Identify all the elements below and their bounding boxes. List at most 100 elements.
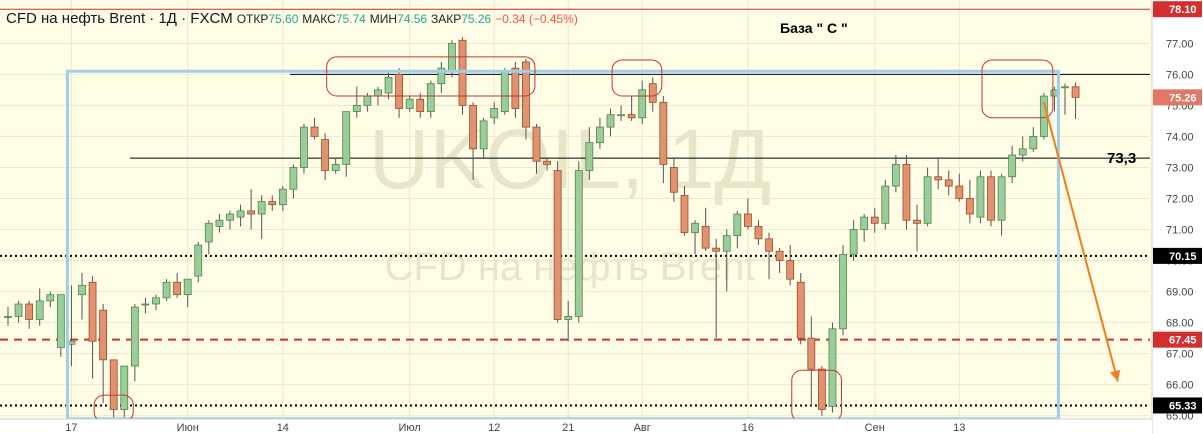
price-tag-bg — [1153, 331, 1202, 348]
candle-up — [289, 167, 298, 190]
candle-up — [596, 126, 604, 144]
time-axis[interactable]: 17 Июн 14 Июл 12 21 Авг 16 Сен 13 — [0, 418, 1152, 434]
price-axis[interactable]: 65.0066.0067.0068.0069.0070.0071.0072.00… — [1151, 0, 1203, 434]
candle-up — [278, 188, 287, 206]
candle-up — [120, 365, 129, 410]
time-tick-label: Июл — [398, 422, 420, 434]
candle-up — [4, 315, 12, 318]
candle-up — [1061, 86, 1069, 89]
candle-down — [247, 210, 256, 215]
price-tick-label: 68.00 — [1166, 318, 1194, 330]
highlight-ellipse — [611, 59, 663, 97]
candle-down — [416, 98, 425, 113]
time-tick-label: 13 — [953, 422, 965, 434]
open-value: 75.60 — [268, 12, 299, 26]
price-tick-label: 67.00 — [1166, 349, 1194, 361]
price-tick-label: 66.00 — [1166, 380, 1194, 392]
candle-up — [437, 67, 446, 85]
candle-up — [257, 201, 266, 215]
time-tick-label: Сен — [865, 422, 885, 434]
candle-up — [78, 284, 86, 296]
symbol-title[interactable]: CFD на нефть Brent · 1Д · FXCM — [6, 10, 233, 27]
candle-up — [691, 222, 699, 234]
candle-down — [543, 160, 551, 165]
candle-down — [744, 213, 752, 227]
candle-down — [680, 194, 689, 234]
candle-down — [109, 359, 118, 410]
candle-down — [670, 167, 678, 193]
price-tag: 67.45 — [1169, 335, 1197, 347]
low-label: МИН — [369, 12, 398, 26]
candle-up — [564, 315, 573, 320]
candle-up — [881, 185, 890, 224]
candle-down — [173, 281, 182, 296]
price-tag-bg — [1153, 247, 1202, 264]
time-tick-label: 16 — [742, 422, 754, 434]
price-tick-label: 76.00 — [1166, 69, 1194, 81]
candle-up — [891, 163, 900, 187]
price-tick-label: 74.00 — [1166, 131, 1194, 143]
candle-up — [574, 170, 583, 317]
candle-down — [395, 73, 403, 109]
candle-up — [860, 216, 869, 230]
price-tag: 78.10 — [1169, 4, 1197, 16]
level-label: 73,3 — [1107, 150, 1136, 167]
candle-down — [913, 219, 921, 224]
price-tick-label: 73.00 — [1166, 162, 1194, 174]
candle-up — [1039, 95, 1048, 137]
candle-down — [99, 309, 108, 361]
time-tick-label: 14 — [277, 422, 289, 434]
candle-down — [532, 126, 541, 162]
candle-up — [226, 213, 234, 221]
time-tick-label: 12 — [488, 422, 500, 434]
candle-up — [183, 278, 192, 296]
candle-up — [300, 126, 308, 168]
candle-up — [405, 98, 414, 109]
candle-down — [712, 247, 721, 252]
last-price-tag-bg — [1153, 89, 1202, 106]
watermark-name: CFD на нефть Brent — [384, 245, 755, 289]
price-tick-label: 69.00 — [1166, 287, 1194, 299]
candle-down — [902, 163, 911, 221]
candle-down — [765, 238, 773, 252]
candle-up — [1008, 154, 1017, 178]
candle-up — [500, 70, 509, 113]
time-tick-label: Авг — [634, 422, 651, 434]
price-axis-bg — [1152, 0, 1203, 434]
candle-up — [374, 89, 382, 97]
candle-down — [754, 226, 763, 240]
change-value: −0.34 (−0.45%) — [495, 12, 578, 26]
price-tag: 70.15 — [1169, 251, 1197, 263]
forecast-arrowhead — [1110, 369, 1121, 382]
candle-up — [35, 300, 44, 320]
symbol-header: CFD на нефть Brent · 1Д · FXCM ОТКР75.60… — [6, 10, 578, 27]
candle-up — [976, 176, 985, 218]
close-label: ЗАКР — [430, 12, 462, 26]
candle-down — [944, 179, 953, 187]
candles — [4, 37, 1080, 422]
candle-up — [194, 244, 203, 277]
candle-up — [162, 281, 171, 299]
price-tag-bg — [1153, 397, 1202, 414]
price-tag-bg — [1153, 1, 1202, 18]
candle-down — [775, 250, 784, 261]
candle-down — [511, 67, 520, 109]
candle-up — [363, 95, 372, 106]
candle-up — [1050, 89, 1059, 97]
candle-up — [606, 114, 615, 128]
highlight-ellipse — [326, 56, 536, 97]
time-tick-label: 21 — [562, 422, 574, 434]
drawings — [65, 56, 1121, 423]
candle-up — [849, 229, 858, 255]
candle-up — [479, 120, 488, 150]
candle-down — [648, 83, 657, 103]
time-tick-label: Июн — [177, 422, 199, 434]
candle-up — [638, 89, 647, 119]
candle-down — [310, 126, 319, 137]
candle-up — [617, 114, 625, 117]
candle-up — [384, 77, 393, 94]
candle-up — [141, 303, 150, 306]
time-axis-bg — [0, 419, 1152, 434]
candle-up — [722, 235, 731, 252]
